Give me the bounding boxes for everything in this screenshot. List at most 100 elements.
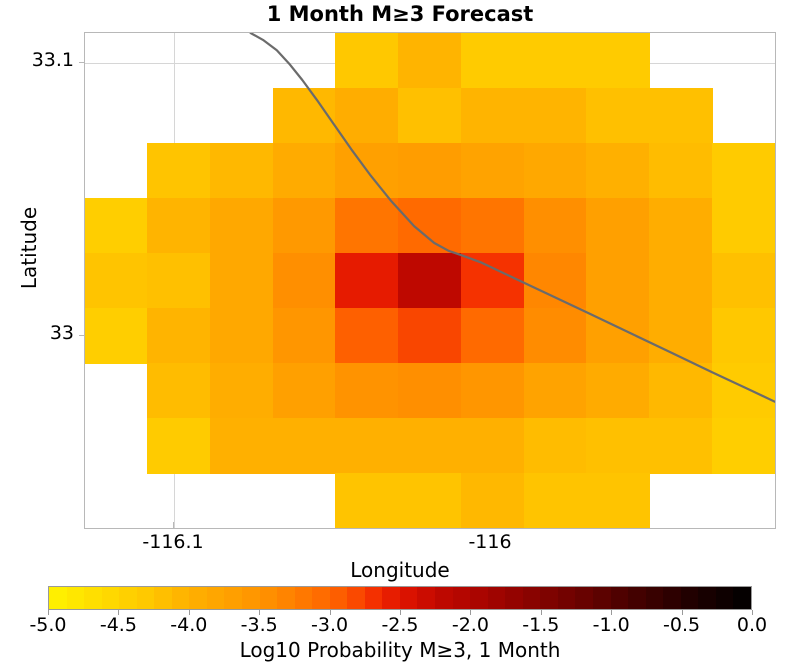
- heatmap-cell: [460, 87, 525, 144]
- y-axis-label: Latitude: [17, 206, 42, 290]
- colorbar-group: -5.0 -4.5 -4.0 -3.5 -3.0 -2.5 -2.0 -1.5 -1.0 -0.5…: [0, 586, 800, 670]
- colorbar-tick-label: -2.5: [381, 614, 419, 636]
- heatmap-cell: [460, 197, 525, 254]
- heatmap-cell: [523, 197, 588, 254]
- heatmap-cell: [523, 472, 588, 528]
- colorbar-band: [487, 587, 506, 609]
- heatmap-cell: [523, 33, 588, 89]
- x-axis-label: Longitude: [350, 558, 450, 582]
- heatmap-cell: [586, 252, 651, 309]
- colorbar-tick-label: -4.0: [170, 614, 208, 636]
- heatmap-cell: [586, 197, 651, 254]
- heatmap-cell: [711, 417, 775, 474]
- colorbar-band: [136, 587, 155, 609]
- colorbar-tick-label: -3.5: [240, 614, 278, 636]
- heatmap-cell: [649, 307, 713, 364]
- heatmap-cell: [209, 417, 274, 474]
- colorbar-band: [382, 587, 400, 609]
- heatmap-cell: [209, 307, 274, 364]
- colorbar-tick-mark: [329, 610, 331, 615]
- heatmap-cell: [649, 197, 713, 254]
- heatmap-cell: [523, 307, 588, 364]
- heatmap-cell: [272, 362, 337, 419]
- colorbar-band: [347, 587, 365, 609]
- colorbar-tick-label: -2.0: [451, 614, 489, 636]
- colorbar-tick-mark: [118, 610, 120, 615]
- heatmap-cell: [523, 252, 588, 309]
- x-tick-mark: [173, 522, 174, 528]
- colorbar-tick-mark: [681, 610, 683, 615]
- colorbar[interactable]: [48, 586, 752, 610]
- colorbar-tick-label: -3.0: [311, 614, 349, 636]
- colorbar-tick-label: -5.0: [29, 614, 67, 636]
- heatmap-cell: [523, 417, 588, 474]
- heatmap-cell: [586, 33, 651, 89]
- colorbar-tick-mark: [48, 610, 49, 615]
- heatmap-cell: [649, 252, 713, 309]
- colorbar-band: [154, 587, 172, 609]
- heatmap-plot-area[interactable]: [84, 32, 776, 529]
- colorbar-band: [119, 587, 137, 609]
- heatmap-cell: [586, 362, 651, 419]
- heatmap-cell: [335, 197, 400, 254]
- colorbar-band: [364, 587, 383, 609]
- heatmap-cell: [272, 142, 337, 199]
- colorbar-band: [101, 587, 120, 609]
- heatmap-cell: [335, 472, 400, 528]
- heatmap-cell: [335, 362, 400, 419]
- heatmap-cell: [649, 362, 713, 419]
- colorbar-tick-mark: [540, 610, 542, 615]
- heatmap-cell: [209, 362, 274, 419]
- heatmap-cell: [460, 142, 525, 199]
- heatmap-cell: [272, 417, 337, 474]
- heatmap-cell: [649, 417, 713, 474]
- heatmap-cell: [460, 252, 525, 309]
- heatmap-cell: [335, 417, 400, 474]
- colorbar-band: [470, 587, 488, 609]
- heatmap-cell: [460, 472, 525, 528]
- colorbar-band: [522, 587, 541, 609]
- colorbar-band: [663, 587, 681, 609]
- heatmap-cell: [711, 252, 775, 309]
- heatmap-cell: [460, 307, 525, 364]
- heatmap-cell: [523, 142, 588, 199]
- colorbar-band: [417, 587, 436, 609]
- colorbar-band: [505, 587, 523, 609]
- y-tick-mark: [79, 335, 85, 336]
- heatmap-cell: [147, 252, 211, 309]
- colorbar-band: [610, 587, 629, 609]
- heatmap-cell: [711, 307, 775, 364]
- heatmap-cell: [398, 33, 462, 89]
- page-title: 1 Month M≥3 Forecast: [266, 2, 534, 26]
- heatmap-cell: [711, 142, 775, 199]
- heatmap-cell: [711, 362, 775, 419]
- heatmap-cell: [85, 307, 149, 364]
- fault-line: [249, 33, 775, 403]
- colorbar-band: [277, 587, 295, 609]
- y-tick-mark: [79, 62, 85, 63]
- colorbar-band: [329, 587, 348, 609]
- heatmap-cell: [398, 307, 462, 364]
- colorbar-band: [206, 587, 225, 609]
- heatmap-cell: [335, 87, 400, 144]
- fault-line-overlay: [249, 33, 775, 403]
- colorbar-band: [733, 587, 751, 609]
- colorbar-tick-mark: [611, 610, 613, 615]
- heatmap-cell: [460, 33, 525, 89]
- colorbar-band: [592, 587, 611, 609]
- heatmap-cell: [523, 87, 588, 144]
- heatmap-cell: [398, 87, 462, 144]
- heatmap-cell: [586, 87, 651, 144]
- colorbar-tick-label: -1.5: [522, 614, 560, 636]
- heatmap-cell: [147, 197, 211, 254]
- colorbar-tick-mark: [188, 610, 190, 615]
- colorbar-band: [540, 587, 558, 609]
- heatmap-cell: [586, 417, 651, 474]
- heatmap-cell: [209, 252, 274, 309]
- heatmap-cell: [272, 252, 337, 309]
- colorbar-band: [399, 587, 418, 609]
- colorbar-tick-label: -0.5: [663, 614, 701, 636]
- y-tick-label: 33.1: [31, 49, 74, 71]
- colorbar-tick-mark: [752, 610, 753, 615]
